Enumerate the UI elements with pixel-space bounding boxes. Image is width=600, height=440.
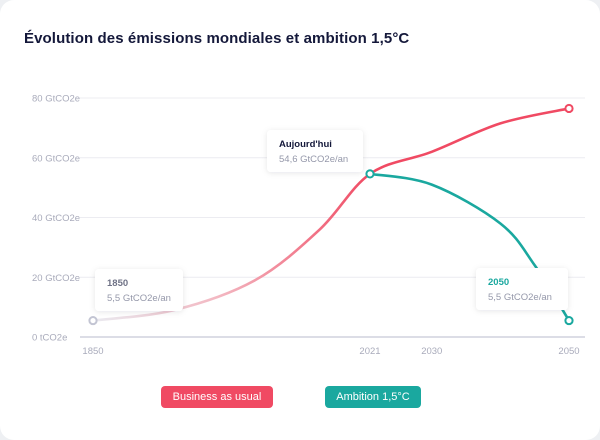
annotation-box — [267, 130, 363, 172]
annotation-box — [95, 269, 183, 311]
annotation-title: Aujourd'hui — [279, 139, 332, 150]
y-tick-label: 80 GtCO2e — [32, 94, 80, 105]
annotation-box — [476, 268, 568, 310]
annotation-start: 1850 5,5 GtCO2e/an — [88, 269, 183, 326]
annotation-title: 2050 — [488, 277, 509, 288]
x-tick-label: 2021 — [359, 346, 380, 357]
point-marker — [564, 103, 574, 114]
y-tick-label: 0 tCO2e — [32, 333, 67, 344]
annotation-value: 5,5 GtCO2e/an — [488, 292, 552, 303]
y-tick-label: 60 GtCO2e — [32, 153, 80, 164]
y-tick-label: 20 GtCO2e — [32, 273, 80, 284]
annotation-value: 5,5 GtCO2e/an — [107, 293, 171, 304]
x-tick-label: 1850 — [82, 346, 103, 357]
annotation-title: 1850 — [107, 278, 128, 289]
point-marker — [88, 315, 98, 326]
y-tick-label: 40 GtCO2e — [32, 213, 80, 224]
annotation-value: 54,6 GtCO2e/an — [279, 154, 348, 165]
point-marker — [564, 315, 574, 326]
chart-title: Évolution des émissions mondiales et amb… — [24, 30, 410, 47]
ambition-button[interactable]: Ambition 1,5°C — [325, 386, 421, 408]
x-tick-label: 2030 — [421, 346, 442, 357]
x-tick-label: 2050 — [558, 346, 579, 357]
annotation-today: Aujourd'hui 54,6 GtCO2e/an — [267, 130, 375, 179]
annotation-end: 2050 5,5 GtCO2e/an — [476, 268, 574, 326]
point-marker — [365, 169, 375, 179]
business-as-usual-button[interactable]: Business as usual — [161, 386, 273, 408]
